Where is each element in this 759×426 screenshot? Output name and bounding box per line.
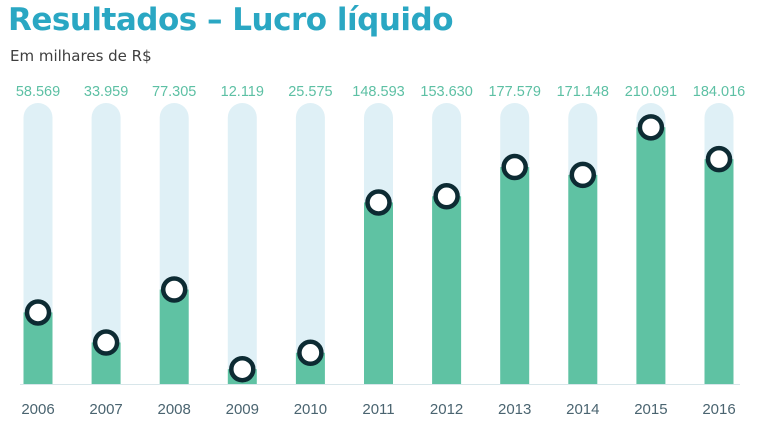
data-label: 33.959 [84,84,128,100]
data-label: 171.148 [557,84,609,100]
data-label: 77.305 [152,84,196,100]
x-tick-label: 2009 [226,401,259,418]
x-tick-label: 2011 [362,401,394,418]
bar [159,289,189,384]
x-tick-label: 2010 [294,401,327,418]
data-label: 210.091 [625,84,677,100]
value-marker [297,339,324,367]
x-tick-label: 2008 [158,401,191,418]
value-marker [160,276,188,303]
x-tick-label: 2014 [566,401,599,418]
x-tick-label: 2016 [702,401,735,418]
bar [636,127,666,384]
value-marker [705,145,733,173]
x-tick-label: 2006 [21,401,54,418]
data-label: 177.579 [488,84,540,100]
bar [364,202,393,384]
value-marker [229,355,256,383]
value-marker [501,153,528,181]
value-marker [365,189,392,216]
value-marker [24,299,52,326]
value-marker [92,329,120,356]
bar [704,159,734,384]
bar [500,167,530,384]
bar-track [295,103,325,384]
chart-subtitle: Em milhares de R$ [10,47,152,65]
bar-track [91,103,121,384]
bar-track [227,103,257,384]
value-marker [569,161,597,189]
data-label: 153.630 [420,84,472,100]
data-label: 12.119 [221,84,264,100]
value-marker [637,114,665,141]
data-label: 148.593 [352,84,404,100]
value-marker [433,183,460,210]
x-tick-label: 2013 [498,401,531,418]
data-label: 58.569 [16,84,60,100]
bar [432,196,462,384]
x-tick-label: 2007 [89,401,122,418]
x-tick-label: 2015 [634,401,667,418]
bar [568,174,598,384]
chart-title: Resultados – Lucro líquido [8,2,454,38]
data-label: 184.016 [693,84,745,100]
x-tick-label: 2012 [430,401,463,418]
data-label: 25.575 [288,84,332,100]
